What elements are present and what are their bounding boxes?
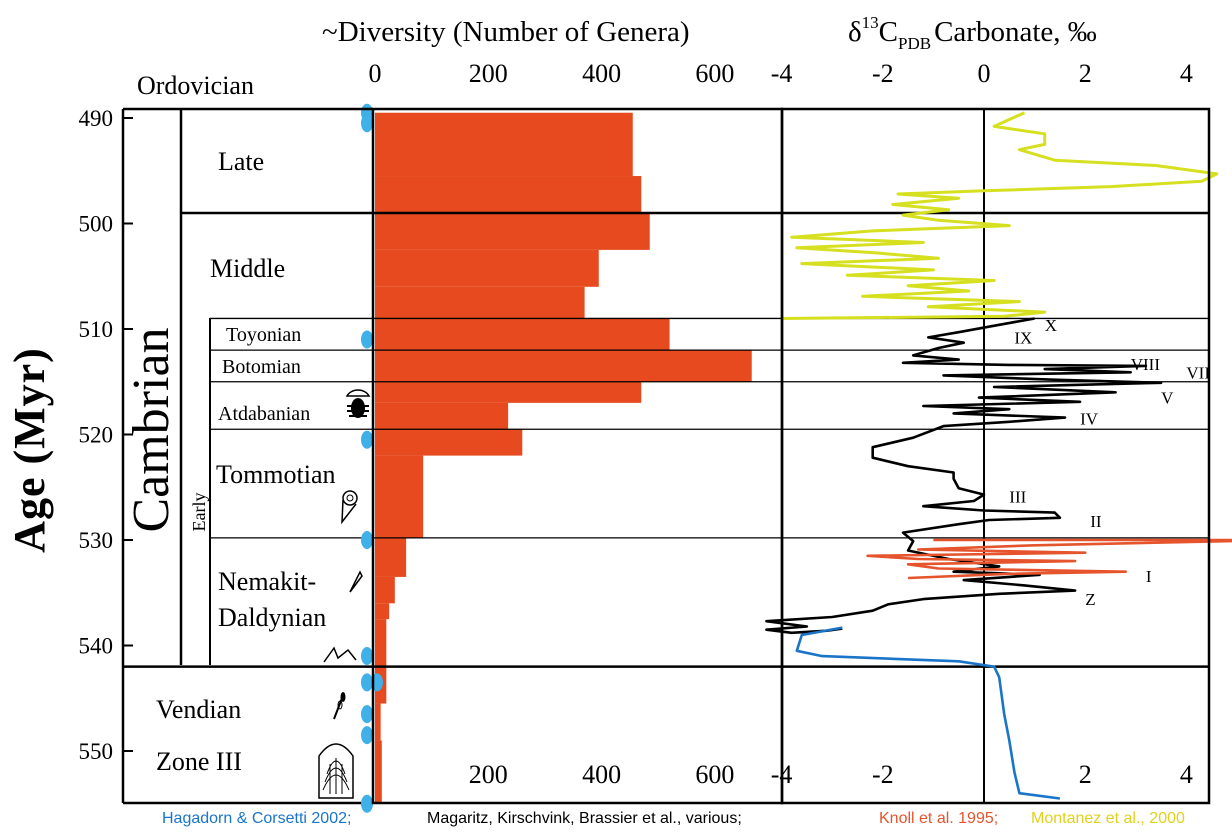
y-tick-label-540: 540 — [79, 634, 114, 659]
diversity-bar-2 — [375, 213, 650, 250]
shell-icon — [350, 572, 362, 592]
credit-magaritz: Magaritz, Kirschvink, Brassier et al., v… — [427, 810, 742, 827]
div-top-tick-label-200: 200 — [469, 59, 508, 88]
c-top-tick-label-2: 2 — [1079, 59, 1092, 88]
event-label-2: VIII — [1131, 355, 1161, 374]
credit-knoll: Knoll et al. 1995; — [879, 810, 998, 827]
nemakit-label-2: Daldynian — [218, 603, 326, 632]
vendian-label-1: Vendian — [156, 695, 241, 724]
extinction-dot-10 — [361, 795, 373, 813]
extinction-dot-9 — [361, 726, 373, 744]
trilobite-icon — [347, 390, 369, 418]
div-top-tick-label-0: 0 — [369, 59, 382, 88]
diversity-title: ~Diversity (Number of Genera) — [322, 16, 690, 48]
c-top-tick-label-0: 0 — [978, 59, 991, 88]
botomian-label: Botomian — [222, 356, 301, 378]
diversity-bar-12 — [375, 577, 395, 603]
frond-icon — [334, 692, 346, 719]
diversity-bar-1 — [375, 176, 641, 213]
diversity-bar-14 — [375, 619, 386, 666]
nemakit-label-1: Nemakit- — [218, 567, 316, 596]
event-label-9: I — [1146, 567, 1152, 586]
event-label-7: II — [1090, 512, 1102, 531]
tommotian-label: Tommotian — [216, 460, 336, 489]
diversity-bar-17 — [375, 740, 382, 803]
c-top-tick-label--4: -4 — [771, 59, 793, 88]
diversity-bar-11 — [375, 538, 406, 577]
extinction-dot-1 — [361, 114, 373, 132]
ordovician-label: Ordovician — [137, 71, 254, 100]
carbon-series-0 — [782, 113, 1217, 319]
early-label: Early — [189, 493, 209, 532]
div-top-tick-label-400: 400 — [582, 59, 621, 88]
carbon-series-1 — [766, 319, 1161, 633]
event-label-4: V — [1161, 389, 1174, 408]
y-tick-label-510: 510 — [79, 317, 114, 342]
vendian-label-2: Zone III — [156, 747, 242, 776]
y-tick-label-550: 550 — [79, 739, 114, 764]
diversity-bars — [375, 113, 752, 804]
diversity-bar-8 — [375, 403, 508, 429]
y-tick-label-530: 530 — [79, 528, 114, 553]
late-label: Late — [218, 147, 264, 176]
carbon-title-delta: δ — [848, 16, 862, 48]
diversity-bar-16 — [375, 704, 381, 741]
toyonian-label: Toyonian — [226, 324, 301, 346]
event-label-5: IV — [1080, 410, 1099, 429]
carbon-title-sup: 13 — [862, 13, 879, 32]
diversity-bar-10 — [375, 456, 423, 538]
event-label-6: III — [1009, 488, 1026, 507]
c-top-tick-label--2: -2 — [872, 59, 894, 88]
diversity-bar-7 — [375, 382, 641, 403]
c-top-tick-label-4: 4 — [1180, 59, 1193, 88]
extinction-dot-3 — [361, 431, 373, 449]
credit-montanez: Montanez et al., 2000 — [1031, 810, 1185, 827]
carbon-series-2 — [868, 540, 1232, 578]
div-bottom-tick-label-600: 600 — [695, 760, 734, 789]
diversity-bar-13 — [375, 603, 389, 619]
div-bottom-tick-label-400: 400 — [582, 760, 621, 789]
credits-line: Hagadorn & Corsetti 2002; Magaritz, Kirsc… — [162, 810, 1185, 827]
carbon-series-3 — [797, 628, 1060, 799]
burrow-icon — [324, 648, 356, 662]
middle-label: Middle — [210, 254, 285, 283]
carbon-title-sub: PDB — [898, 34, 931, 53]
diversity-bar-4 — [375, 287, 585, 319]
archaeocyath-icon — [342, 491, 357, 522]
carbon-curves — [766, 113, 1232, 799]
carbon-title-rest: Carbonate, ‰ — [934, 16, 1097, 48]
diversity-bar-9 — [375, 429, 522, 455]
y-axis-title: Age (Myr) — [5, 347, 54, 553]
div-top-tick-label-600: 600 — [695, 59, 734, 88]
extinction-dot-8 — [361, 705, 373, 723]
c-bottom-tick-label-2: 2 — [1079, 760, 1092, 789]
c-bottom-tick-label-4: 4 — [1180, 760, 1193, 789]
cambrian-label: Cambrian — [123, 327, 180, 532]
diversity-bar-5 — [375, 318, 670, 350]
carbon-title-c: C — [879, 16, 898, 48]
event-label-3: VII — [1186, 363, 1210, 382]
extinction-dot-4 — [361, 531, 373, 549]
period-boundaries — [123, 109, 1209, 803]
c-bottom-tick-label--2: -2 — [872, 760, 894, 789]
event-label-0: X — [1045, 316, 1057, 335]
y-tick-label-490: 490 — [79, 106, 114, 131]
event-label-1: IX — [1014, 328, 1032, 347]
y-tick-label-500: 500 — [79, 212, 114, 237]
diversity-bar-6 — [375, 350, 752, 382]
div-bottom-tick-label-200: 200 — [469, 760, 508, 789]
event-label-10: Z — [1085, 590, 1095, 609]
diversity-bar-0 — [375, 113, 633, 176]
cloudina-icon — [319, 744, 353, 798]
extinction-dot-2 — [361, 331, 373, 349]
diversity-bar-3 — [375, 250, 599, 287]
atdabanian-label: Atdabanian — [218, 403, 310, 425]
credit-hagadorn: Hagadorn & Corsetti 2002; — [162, 810, 351, 827]
y-tick-label-520: 520 — [79, 423, 114, 448]
extinction-dot-5 — [361, 647, 373, 665]
